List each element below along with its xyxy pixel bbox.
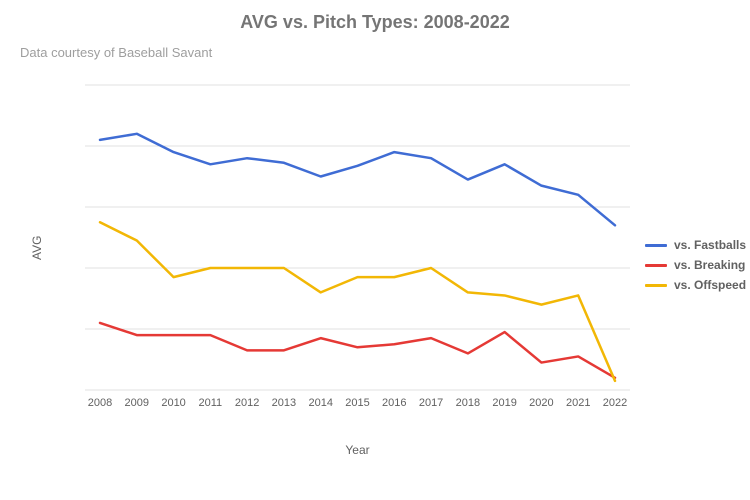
series-line	[100, 134, 615, 226]
chart-container: AVG vs. Pitch Types: 2008-2022 Data cour…	[0, 0, 750, 500]
plot-area: 0.200.220.240.260.280.302008200920102011…	[85, 75, 630, 415]
x-axis-title: Year	[85, 443, 630, 457]
x-tick-label: 2010	[161, 397, 185, 409]
x-tick-label: 2009	[125, 397, 149, 409]
chart-title: AVG vs. Pitch Types: 2008-2022	[0, 12, 750, 33]
chart-svg: 0.200.220.240.260.280.302008200920102011…	[85, 75, 630, 415]
legend-label: vs. Breaking	[674, 258, 745, 272]
x-tick-label: 2022	[603, 397, 627, 409]
x-tick-label: 2020	[529, 397, 553, 409]
x-tick-label: 2019	[492, 397, 516, 409]
x-tick-label: 2008	[88, 397, 112, 409]
legend-item: vs. Breaking	[645, 258, 746, 272]
x-tick-label: 2016	[382, 397, 406, 409]
series-line	[100, 222, 615, 381]
x-tick-label: 2021	[566, 397, 590, 409]
y-axis-title: AVG	[30, 236, 44, 260]
x-tick-label: 2011	[199, 397, 223, 409]
x-tick-label: 2014	[308, 397, 332, 409]
x-tick-label: 2015	[345, 397, 369, 409]
legend-label: vs. Offspeed	[674, 278, 746, 292]
legend-item: vs. Fastballs	[645, 238, 746, 252]
chart-subtitle: Data courtesy of Baseball Savant	[20, 45, 212, 60]
legend-item: vs. Offspeed	[645, 278, 746, 292]
x-tick-label: 2012	[235, 397, 259, 409]
legend-swatch	[645, 244, 667, 247]
legend: vs. Fastballs vs. Breaking vs. Offspeed	[645, 232, 746, 298]
legend-swatch	[645, 284, 667, 287]
x-tick-label: 2018	[456, 397, 480, 409]
x-tick-label: 2013	[272, 397, 296, 409]
legend-swatch	[645, 264, 667, 267]
legend-label: vs. Fastballs	[674, 238, 746, 252]
x-tick-label: 2017	[419, 397, 443, 409]
series-line	[100, 323, 615, 378]
